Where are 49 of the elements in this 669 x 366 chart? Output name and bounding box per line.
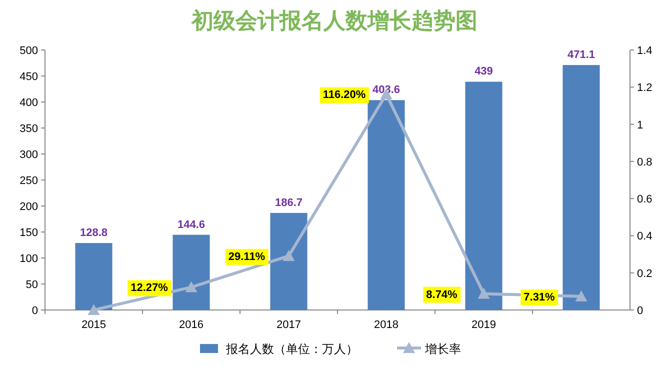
y2-tick-label: 0.4 — [637, 230, 652, 243]
x-tick-label: 2015 — [82, 319, 106, 331]
data-label: 128.8 — [80, 227, 108, 240]
data-label: 7.31% — [524, 291, 556, 304]
y-tick-label: 350 — [20, 123, 38, 135]
x-tick-label: 2017 — [276, 319, 301, 331]
bar — [562, 65, 600, 310]
data-label: 12.27% — [130, 282, 168, 294]
y-tick-label: 400 — [20, 97, 38, 109]
y-tick-label: 50 — [26, 279, 38, 291]
data-label: 186.7 — [274, 196, 303, 209]
y2-tick-label: 1.2 — [637, 82, 652, 94]
x-tick-label: 2019 — [472, 319, 496, 331]
chart-title: 初级会计报名人数增长趋势图 — [190, 8, 478, 33]
y2-tick-label: 0.6 — [637, 194, 652, 206]
point — [88, 304, 100, 315]
data-label: 8.74% — [426, 288, 458, 301]
legend-label: 报名人数（单位：万人） — [225, 342, 358, 356]
y2-tick-label: 1.4 — [637, 45, 652, 57]
bar — [270, 212, 308, 310]
point — [282, 250, 295, 261]
data-label: 439 — [474, 66, 493, 78]
data-label: 403.6 — [372, 84, 400, 96]
y-tick-label: 150 — [20, 227, 38, 239]
bar — [368, 100, 405, 310]
x-tick-label: 2016 — [179, 319, 204, 331]
y2-tick-label: 0 — [637, 305, 644, 317]
y2-tick-label: 0.8 — [637, 156, 652, 168]
data-label: 29.11% — [228, 250, 266, 263]
legend-label: 增长率 — [424, 342, 461, 356]
point — [185, 281, 198, 292]
y-tick-label: 0 — [32, 305, 38, 317]
bar — [172, 234, 210, 310]
point — [478, 288, 490, 299]
data-label: 144.6 — [177, 218, 206, 231]
y-tick-label: 300 — [20, 149, 38, 161]
y-tick-label: 250 — [20, 175, 38, 187]
bar — [465, 82, 502, 310]
y2-tick-label: 1 — [637, 119, 644, 132]
bar — [75, 243, 112, 310]
y-tick-label: 500 — [20, 45, 38, 57]
y-tick-label: 450 — [20, 71, 38, 83]
y-tick-label: 200 — [20, 201, 38, 213]
x-tick-label: 2018 — [374, 319, 398, 331]
y2-tick-label: 0.2 — [637, 268, 652, 280]
data-label: 116.20% — [322, 89, 366, 102]
y-tick-label: 100 — [20, 253, 38, 265]
data-label: 471.1 — [567, 49, 596, 62]
point — [575, 290, 588, 302]
